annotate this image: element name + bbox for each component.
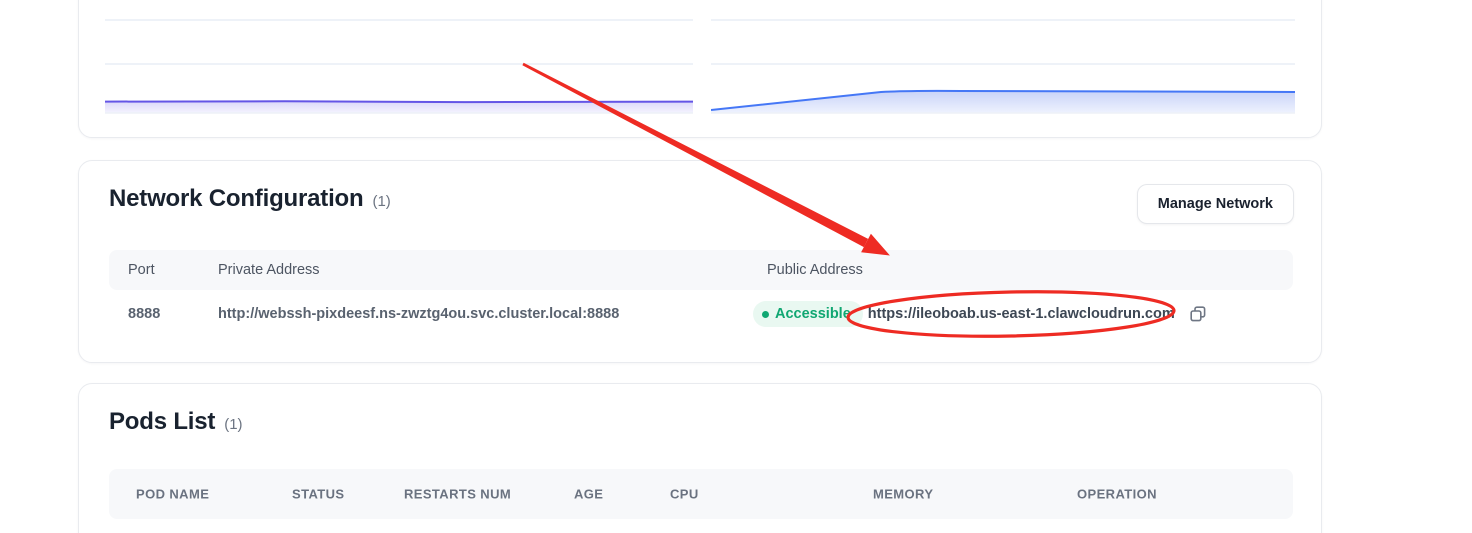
- public-url-link[interactable]: https://ileoboab.us-east-1.clawcloudrun.…: [867, 306, 1175, 322]
- column-header-status: STATUS: [292, 486, 345, 502]
- network-section-head: Network Configuration (1): [109, 185, 391, 213]
- status-badge: Accessible: [753, 301, 863, 327]
- copy-icon: [1190, 306, 1206, 322]
- metrics-card: [78, 0, 1322, 138]
- network-title: Network Configuration: [109, 185, 364, 212]
- right-chart-area: [711, 90, 1295, 113]
- column-header-port: Port: [128, 262, 155, 278]
- network-table-row: 8888 http://webssh-pixdeesf.ns-zwztg4ou.…: [109, 290, 1293, 338]
- left-chart-area: [105, 101, 693, 113]
- column-header-operation: OPERATION: [1077, 486, 1157, 502]
- left-usage-chart: [105, 19, 693, 114]
- status-label: Accessible: [775, 306, 851, 322]
- right-usage-chart: [711, 19, 1295, 114]
- pods-count-badge: (1): [224, 416, 243, 433]
- column-header-pod-name: POD NAME: [136, 486, 210, 502]
- column-header-restarts-num: RESTARTS NUM: [404, 486, 512, 502]
- manage-network-button[interactable]: Manage Network: [1136, 184, 1294, 224]
- pods-list-card: Pods List (1) POD NAME STATUS RESTARTS N…: [78, 383, 1322, 533]
- left-chart-line: [105, 100, 693, 104]
- network-configuration-card: Network Configuration (1) Manage Network…: [78, 160, 1322, 363]
- column-header-age: AGE: [574, 486, 604, 502]
- column-header-memory: MEMORY: [873, 486, 934, 502]
- pods-table-header: POD NAME STATUS RESTARTS NUM AGE CPU MEM…: [109, 469, 1293, 519]
- status-dot-icon: [762, 310, 769, 318]
- right-chart-line: [711, 89, 1295, 111]
- port-value: 8888: [128, 306, 161, 322]
- public-address-cell: Accessible https://ileoboab.us-east-1.cl…: [753, 301, 1207, 327]
- copy-url-button[interactable]: [1189, 305, 1207, 323]
- column-header-private-address: Private Address: [218, 262, 320, 278]
- network-table-header: Port Private Address Public Address: [109, 250, 1293, 290]
- pods-title: Pods List: [109, 408, 216, 435]
- column-header-public-address: Public Address: [767, 262, 863, 278]
- column-header-cpu: CPU: [670, 486, 699, 502]
- pods-section-head: Pods List (1): [109, 408, 243, 436]
- private-address-value: http://webssh-pixdeesf.ns-zwztg4ou.svc.c…: [218, 306, 620, 322]
- network-count-badge: (1): [372, 193, 391, 210]
